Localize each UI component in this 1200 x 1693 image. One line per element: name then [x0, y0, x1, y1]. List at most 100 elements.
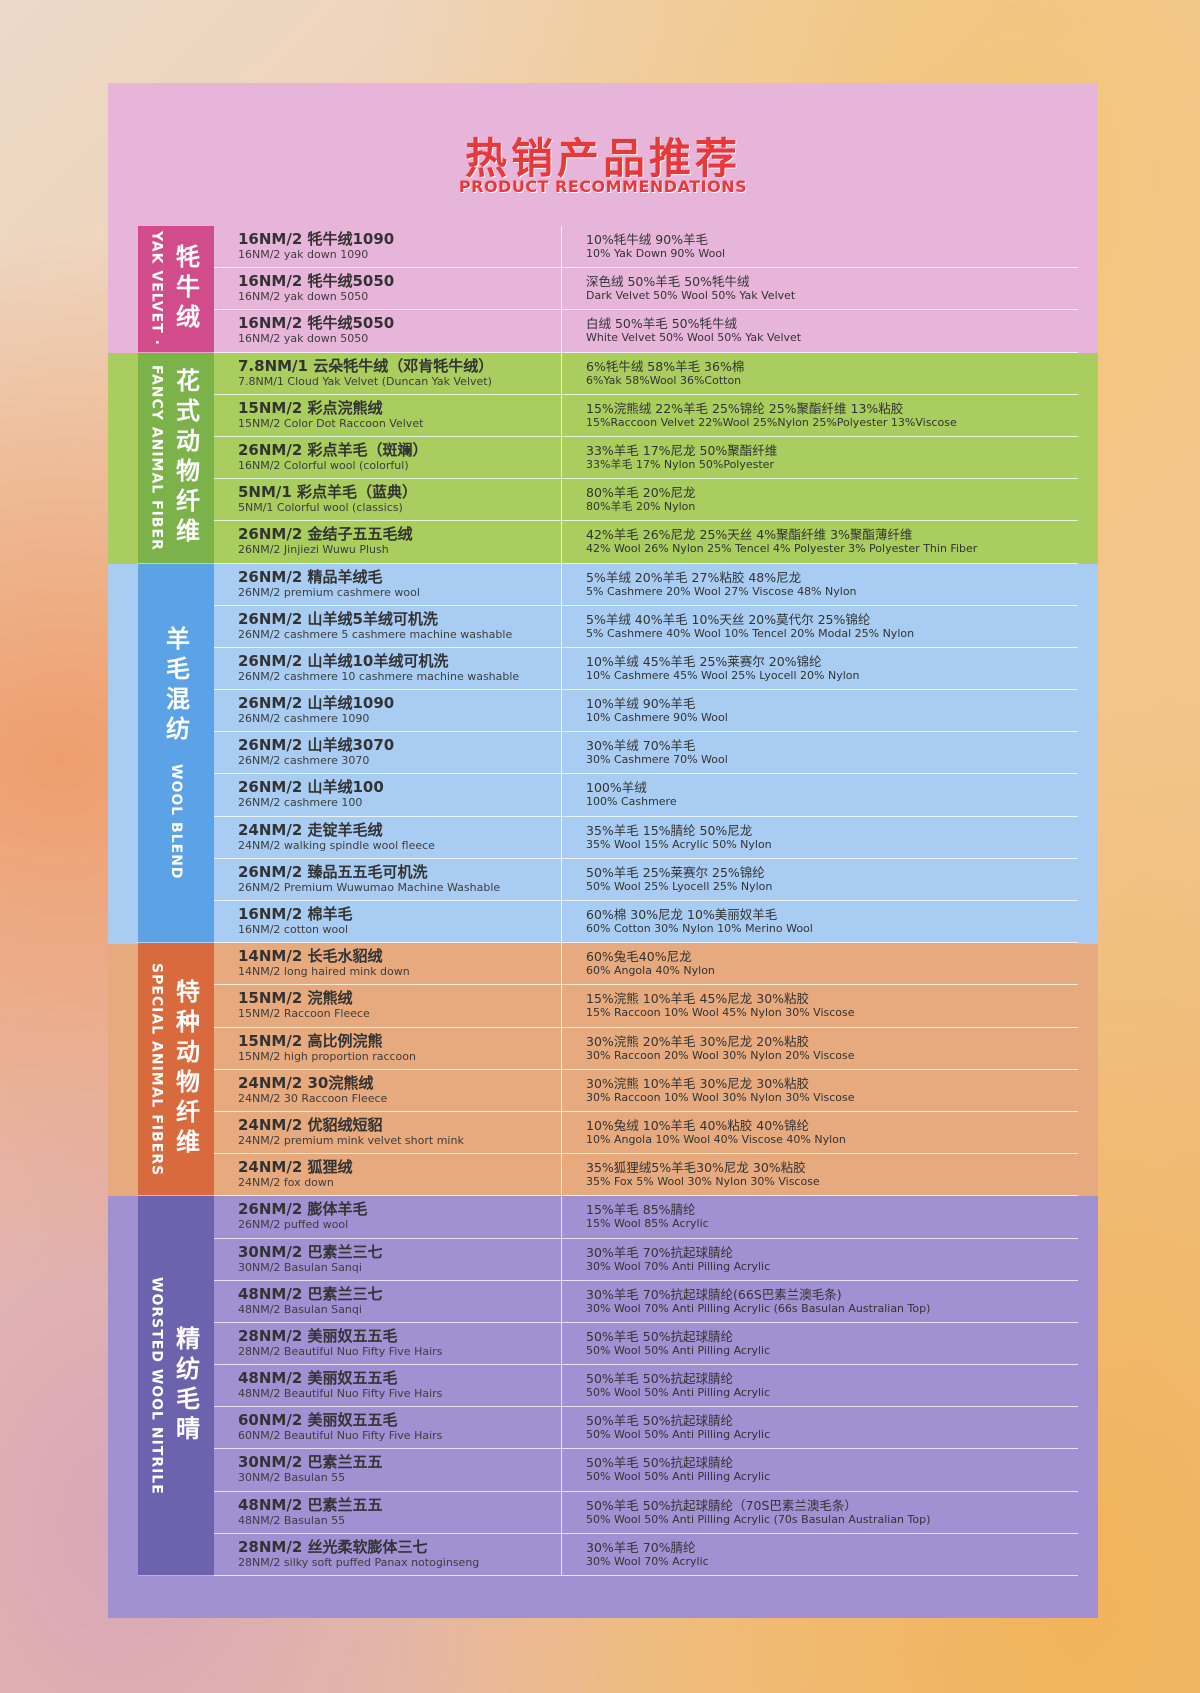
composition-cell: 50%羊毛 50%抗起球腈纶 50% Wool 50% Anti Pilling … — [562, 1407, 1078, 1448]
category-label-en: WOOL BLEND — [168, 764, 184, 880]
composition-cell: 50%羊毛 50%抗起球腈纶 50% Wool 50% Anti Pilling … — [562, 1449, 1078, 1490]
composition-en: 80%羊毛 20% Nylon — [586, 500, 696, 514]
composition-cell: 35%狐狸绒5%羊毛30%尼龙 30%粘胶 35% Fox 5% Wool 30%… — [562, 1154, 1078, 1195]
product-name-en: 26NM/2 cashmere 3070 — [238, 754, 370, 768]
composition-en: 33%羊毛 17% Nylon 50%Polyester — [586, 457, 774, 471]
composition-zh: 35%狐狸绒5%羊毛30%尼龙 30%粘胶 — [586, 1160, 806, 1176]
composition-en: White Velvet 50% Wool 50% Yak Velvet — [586, 331, 802, 345]
composition-cell: 50%羊毛 50%抗起球腈纶（70S巴素兰澳毛条） 50% Wool 50% An… — [562, 1492, 1078, 1533]
table-row: 28NM/2 美丽奴五五毛 28NM/2 Beautiful Nuo Fifty … — [214, 1322, 1078, 1366]
composition-en: 30% Raccoon 20% Wool 30% Nylon 20% Visco… — [586, 1048, 855, 1062]
table-row: 26NM/2 彩点羊毛（斑斓） 16NM/2 Colorful wool (col… — [214, 436, 1078, 480]
table-row: 15NM/2 高比例浣熊 15NM/2 high proportion racco… — [214, 1027, 1078, 1070]
table-row: 24NM/2 优貂绒短貂 24NM/2 premium mink velvet s… — [214, 1111, 1078, 1155]
product-name-cell: 26NM/2 精品羊绒毛 26NM/2 premium cashmere wool — [214, 563, 562, 605]
composition-zh: 80%羊毛 20%尼龙 — [586, 485, 696, 501]
product-name-en: 26NM/2 premium cashmere wool — [238, 585, 420, 599]
composition-zh: 深色绒 50%羊毛 50%牦牛绒 — [586, 274, 750, 290]
product-name-en: 16NM/2 cotton wool — [238, 923, 349, 936]
table-row: 15NM/2 彩点浣熊绒 15NM/2 Color Dot Raccoon Vel… — [214, 394, 1078, 437]
product-name-en: 48NM/2 Beautiful Nuo Fifty Five Hairs — [238, 1387, 443, 1401]
product-name-cell: 30NM/2 巴素兰三七 30NM/2 Basulan Sanqi — [214, 1238, 562, 1280]
composition-zh: 50%羊毛 50%抗起球腈纶 — [586, 1455, 734, 1471]
category-label-zh: 羊毛混纺 — [161, 626, 190, 747]
product-name-zh: 26NM/2 山羊绒1090 — [238, 694, 395, 713]
product-name-cell: 15NM/2 彩点浣熊绒 15NM/2 Color Dot Raccoon Vel… — [214, 394, 562, 436]
composition-cell: 30%羊毛 70%抗起球腈纶(66S巴素兰澳毛条) 30% Wool 70% An… — [562, 1281, 1078, 1322]
composition-zh: 42%羊毛 26%尼龙 25%天丝 4%聚酯纤维 3%聚酯薄纤维 — [586, 527, 913, 543]
product-name-en: 28NM/2 Beautiful Nuo Fifty Five Hairs — [238, 1344, 443, 1358]
category-label-zh: 精纺毛晴 — [171, 1325, 200, 1446]
composition-en: 42% Wool 26% Nylon 25% Tencel 4% Polyest… — [586, 542, 978, 556]
section-rows: 16NM/2 牦牛绒1090 16NM/2 yak down 1090 10%牦牛绒… — [214, 226, 1078, 353]
composition-zh: 35%羊毛 15%腈纶 50%尼龙 — [586, 822, 753, 838]
product-name-zh: 26NM/2 彩点羊毛（斑斓） — [238, 440, 428, 459]
composition-en: 30% Wool 70% Anti Pilling Acrylic — [586, 1259, 771, 1273]
composition-cell: 60%兔毛40%尼龙 60% Angola 40% Nylon — [562, 943, 1078, 984]
category-label-zh: 特种动物纤维 — [171, 979, 200, 1160]
product-name-cell: 24NM/2 优貂绒短貂 24NM/2 premium mink velvet s… — [214, 1111, 562, 1154]
composition-zh: 10%羊绒 90%羊毛 — [586, 696, 696, 712]
composition-en: 50% Wool 50% Anti Pilling Acrylic — [586, 1428, 771, 1442]
product-name-zh: 14NM/2 长毛水貂绒 — [238, 947, 383, 966]
composition-zh: 60%兔毛40%尼龙 — [586, 949, 692, 965]
section-rows: 7.8NM/1 云朵牦牛绒（邓肯牦牛绒） 7.8NM/1 Cloud Yak Ve… — [214, 352, 1078, 564]
composition-cell: 30%浣熊 10%羊毛 30%尼龙 30%粘胶 30% Raccoon 10% W… — [562, 1070, 1078, 1111]
table-row: 30NM/2 巴素兰三七 30NM/2 Basulan Sanqi 30%羊毛 70… — [214, 1238, 1078, 1281]
table-row: 48NM/2 美丽奴五五毛 48NM/2 Beautiful Nuo Fifty … — [214, 1365, 1078, 1408]
product-name-en: 24NM/2 30 Raccoon Fleece — [238, 1091, 388, 1105]
product-name-zh: 24NM/2 走锭羊毛绒 — [238, 820, 383, 839]
product-name-en: 15NM/2 Raccoon Fleece — [238, 1007, 370, 1021]
composition-zh: 50%羊毛 25%莱赛尔 25%锦纶 — [586, 864, 765, 880]
category-label-zh: 花式动物纤维 — [171, 367, 200, 548]
composition-zh: 15%羊毛 85%腈纶 — [586, 1202, 696, 1218]
product-name-en: 26NM/2 cashmere 10 cashmere machine wash… — [238, 669, 520, 683]
table-row: 24NM/2 30浣熊绒 24NM/2 30 Raccoon Fleece 30%浣… — [214, 1069, 1078, 1112]
product-name-en: 5NM/1 Colorful wool (classics) — [238, 501, 403, 515]
product-section: SPECIAL ANIMAL FIBERS 特种动物纤维 14NM/2 长毛水貂绒 1… — [138, 943, 1078, 1197]
composition-cell: 35%羊毛 15%腈纶 50%尼龙 35% Wool 15% Acrylic 50… — [562, 817, 1078, 858]
product-name-zh: 26NM/2 山羊绒5羊绒可机洗 — [238, 609, 438, 628]
product-name-zh: 5NM/1 彩点羊毛（蓝典） — [238, 483, 418, 502]
product-name-en: 16NM/2 yak down 1090 — [238, 248, 369, 261]
composition-en: 60% Cotton 30% Nylon 10% Merino Wool — [586, 922, 813, 935]
composition-cell: 10%羊绒 45%羊毛 25%莱赛尔 20%锦纶 10% Cashmere 45%… — [562, 648, 1078, 689]
product-name-zh: 28NM/2 丝光柔软膨体三七 — [238, 1537, 428, 1556]
category-label-en: SPECIAL ANIMAL FIBERS — [148, 962, 165, 1176]
composition-en: 10% Angola 10% Wool 40% Viscose 40% Nylo… — [586, 1132, 846, 1146]
composition-zh: 50%羊毛 50%抗起球腈纶 — [586, 1413, 734, 1429]
product-name-zh: 28NM/2 美丽奴五五毛 — [238, 1326, 398, 1345]
product-name-en: 30NM/2 Basulan 55 — [238, 1471, 346, 1485]
composition-en: 30% Wool 70% Acrylic — [586, 1554, 709, 1568]
product-name-cell: 28NM/2 美丽奴五五毛 28NM/2 Beautiful Nuo Fifty … — [214, 1322, 562, 1365]
section-rows: 26NM/2 膨体羊毛 26NM/2 puffed wool 15%羊毛 85%腈纶… — [214, 1196, 1078, 1576]
composition-zh: 30%浣熊 20%羊毛 30%尼龙 20%粘胶 — [586, 1033, 810, 1049]
product-name-cell: 15NM/2 浣熊绒 15NM/2 Raccoon Fleece — [214, 985, 562, 1027]
composition-cell: 深色绒 50%羊毛 50%牦牛绒 Dark Velvet 50% Wool 50%… — [562, 268, 1078, 309]
product-name-zh: 26NM/2 精品羊绒毛 — [238, 567, 383, 586]
product-name-cell: 16NM/2 棉羊毛 16NM/2 cotton wool — [214, 901, 562, 943]
composition-zh: 33%羊毛 17%尼龙 50%聚酯纤维 — [586, 442, 778, 458]
composition-en: 5% Cashmere 20% Wool 27% Viscose 48% Nyl… — [586, 584, 857, 598]
category-label: YAK VELVET · 牦牛绒 — [138, 226, 214, 353]
product-name-zh: 15NM/2 浣熊绒 — [238, 989, 353, 1008]
table-row: 26NM/2 精品羊绒毛 26NM/2 premium cashmere wool… — [214, 563, 1078, 606]
composition-zh: 30%羊毛 70%腈纶 — [586, 1539, 696, 1555]
composition-zh: 10%兔绒 10%羊毛 40%粘胶 40%锦纶 — [586, 1117, 810, 1133]
composition-en: 30% Raccoon 10% Wool 30% Nylon 30% Visco… — [586, 1090, 855, 1104]
composition-cell: 10%羊绒 90%羊毛 10% Cashmere 90% Wool — [562, 690, 1078, 731]
composition-cell: 10%兔绒 10%羊毛 40%粘胶 40%锦纶 10% Angola 10% Wo… — [562, 1112, 1078, 1153]
composition-cell: 30%羊毛 70%腈纶 30% Wool 70% Acrylic — [562, 1534, 1078, 1575]
composition-zh: 15%浣熊 10%羊毛 45%尼龙 30%粘胶 — [586, 991, 810, 1007]
product-name-cell: 16NM/2 牦牛绒5050 16NM/2 yak down 5050 — [214, 268, 562, 310]
table-row: 16NM/2 牦牛绒5050 16NM/2 yak down 5050 深色绒 50… — [214, 268, 1078, 311]
product-name-cell: 26NM/2 山羊绒10羊绒可机洗 26NM/2 cashmere 10 cash… — [214, 647, 562, 690]
category-label-zh: 牦牛绒 — [171, 243, 200, 334]
brochure-panel: 热销产品推荐 PRODUCT RECOMMENDATIONS YAK VELVE… — [108, 83, 1098, 1618]
composition-zh: 60%棉 30%尼龙 10%美丽奴羊毛 — [586, 907, 778, 922]
product-name-en: 24NM/2 fox down — [238, 1176, 334, 1190]
composition-en: 50% Wool 50% Anti Pilling Acrylic — [586, 1386, 771, 1400]
product-name-cell: 30NM/2 巴素兰五五 30NM/2 Basulan 55 — [214, 1449, 562, 1491]
table-row: 7.8NM/1 云朵牦牛绒（邓肯牦牛绒） 7.8NM/1 Cloud Yak Ve… — [214, 352, 1078, 395]
product-name-cell: 7.8NM/1 云朵牦牛绒（邓肯牦牛绒） 7.8NM/1 Cloud Yak Ve… — [214, 352, 562, 394]
